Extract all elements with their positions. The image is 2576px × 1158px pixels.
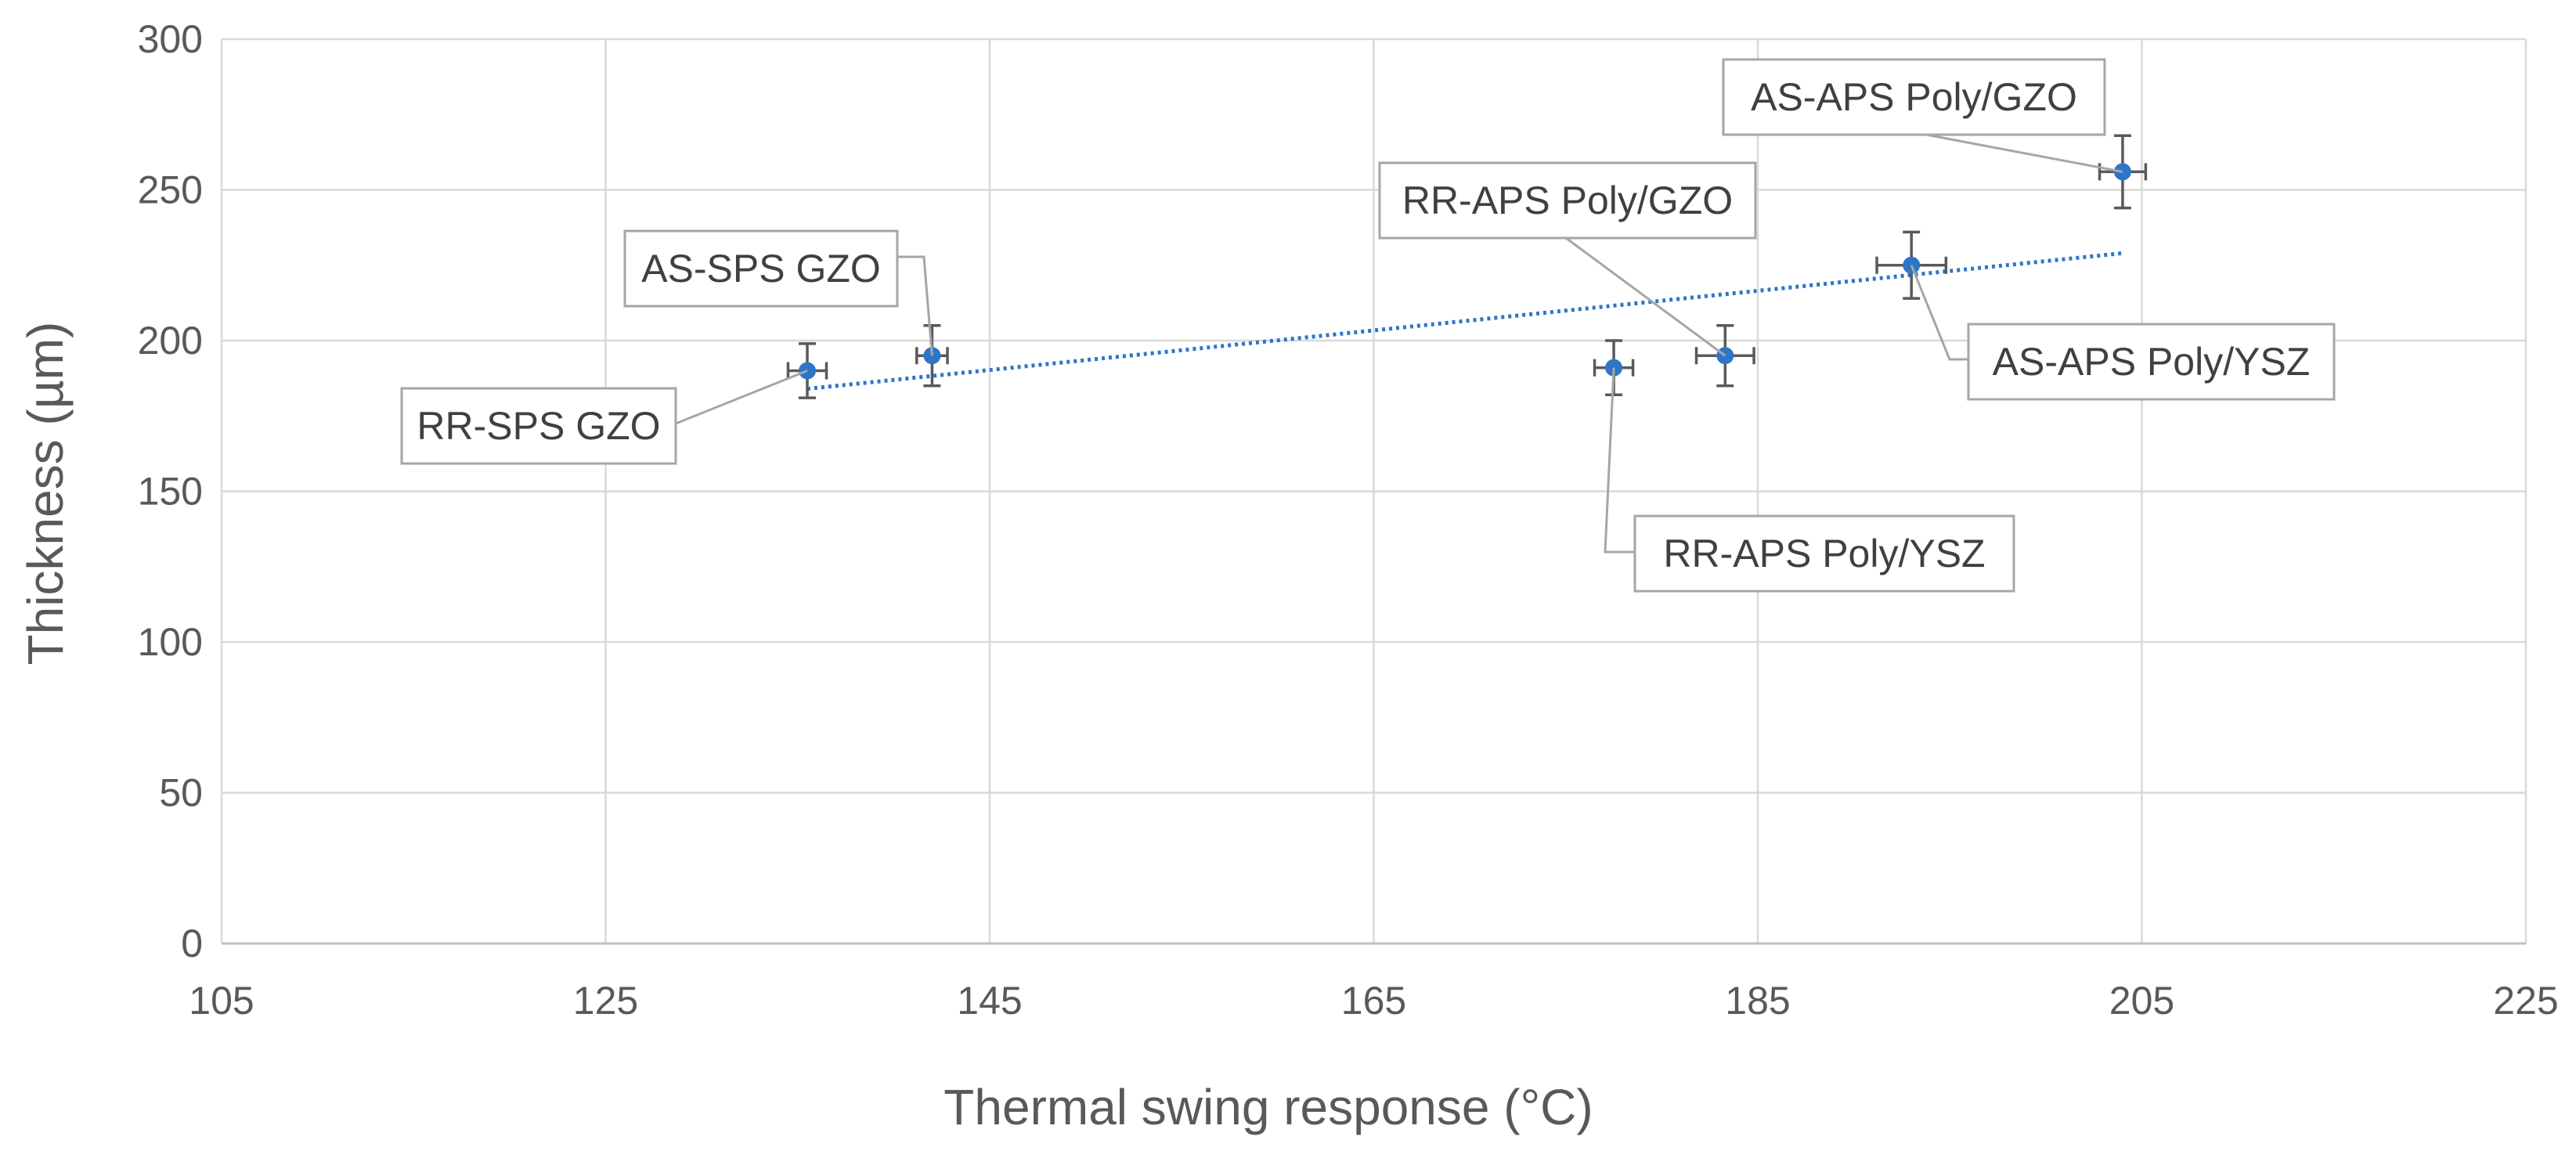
y-tick-label: 100 (138, 620, 203, 664)
label-leader-line (1925, 133, 2123, 173)
trend-layer (806, 251, 2123, 391)
data-label: RR-APS Poly/GZO (1378, 161, 1757, 357)
x-tick-label: 185 (1725, 979, 1790, 1023)
grid-layer (222, 38, 2527, 943)
label-leader-line (675, 370, 808, 425)
label-box (1633, 514, 2015, 593)
label-box (1378, 161, 1757, 240)
label-box (623, 229, 899, 308)
y-tick-label: 0 (181, 922, 203, 965)
x-tick-label: 145 (957, 979, 1022, 1023)
label-leader-line (1910, 265, 1968, 361)
label-leader-line (1604, 367, 1635, 554)
y-axis-title: Thickness (µm) (17, 322, 74, 666)
data-label: AS-SPS GZO (623, 229, 933, 356)
axes-layer: 0 50 100 150 200 250 300 105 125 145 165 185 205 225 (138, 17, 2559, 1023)
y-tick-label: 300 (138, 17, 203, 61)
label-box (1967, 323, 2336, 401)
data-label: RR-SPS GZO (400, 370, 808, 465)
label-text: AS-APS Poly/GZO (1751, 75, 2077, 119)
data-label: AS-APS Poly/GZO (1722, 58, 2123, 173)
label-text: RR-APS Poly/YSZ (1663, 532, 1985, 575)
label-text: AS-SPS GZO (641, 247, 881, 290)
x-axis-title: Thermal swing response (°C) (943, 1079, 1593, 1135)
data-label: RR-APS Poly/YSZ (1604, 367, 2015, 593)
label-text: RR-APS Poly/GZO (1402, 179, 1733, 222)
x-tick-label: 105 (189, 979, 254, 1023)
x-tick-label: 125 (573, 979, 638, 1023)
trendline (806, 251, 2123, 391)
y-tick-label: 200 (138, 319, 203, 363)
label-leader-line (1565, 236, 1726, 357)
label-text: RR-SPS GZO (417, 404, 660, 448)
x-tick-label: 205 (2109, 979, 2174, 1023)
y-tick-label: 150 (138, 470, 203, 514)
label-box (1722, 58, 2106, 136)
x-tick-label: 165 (1341, 979, 1406, 1023)
data-label: AS-APS Poly/YSZ (1910, 265, 2336, 401)
label-text: AS-APS Poly/YSZ (1993, 340, 2311, 384)
y-tick-label: 250 (138, 168, 203, 212)
label-leader-line (897, 255, 933, 356)
label-layer: RR-SPS GZO AS-SPS GZO RR-APS Poly/YSZ RR-AP… (400, 58, 2336, 593)
x-tick-label: 225 (2493, 979, 2558, 1023)
y-tick-label: 50 (159, 771, 203, 815)
label-box (400, 387, 677, 465)
